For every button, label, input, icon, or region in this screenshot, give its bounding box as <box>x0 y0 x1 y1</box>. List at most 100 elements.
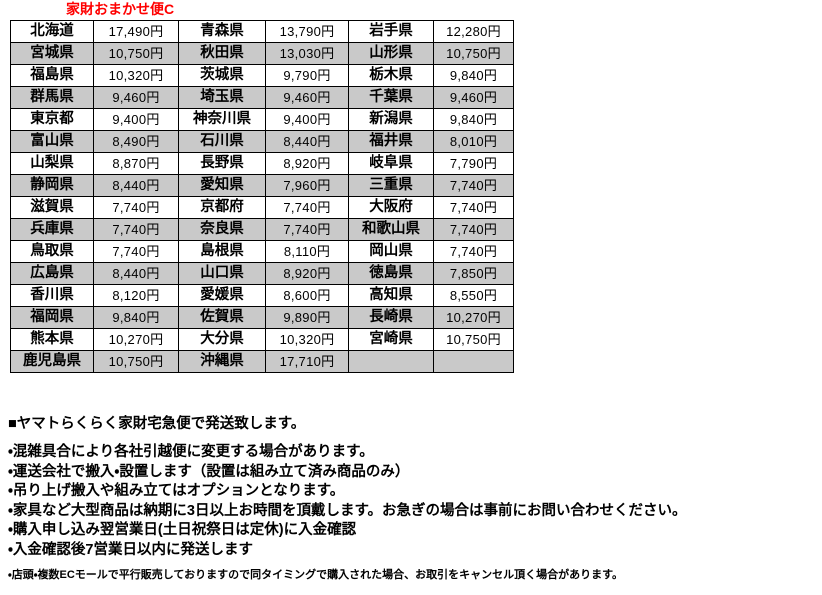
note-line: ・入金確認後7営業日以内に発送します <box>8 541 253 558</box>
note-line: ・運送会社で搬入・設置します（設置は組み立て済み商品のみ） <box>8 463 410 480</box>
table-row: 鹿児島県 10,750円 沖縄県 17,710円 <box>10 350 514 373</box>
prefecture-cell: 群馬県 <box>10 86 94 109</box>
prefecture-cell: 北海道 <box>10 20 94 43</box>
price-cell: 8,490円 <box>93 130 179 153</box>
prefecture-cell: 熊本県 <box>10 328 94 351</box>
prefecture-cell: 宮崎県 <box>348 328 434 351</box>
price-cell: 7,740円 <box>433 218 514 241</box>
shipping-price-table-body: 北海道 17,490円 青森県 13,790円 岩手県 12,280円 宮城県 10,750円… <box>10 20 514 373</box>
price-cell: 9,460円 <box>265 86 349 109</box>
price-cell: 7,960円 <box>265 174 349 197</box>
price-cell: 13,790円 <box>265 20 349 43</box>
notes-section: ■ヤマトらくらく家財宅急便で発送致します。 ・混雑具合により各社引越便に変更する… <box>8 414 814 585</box>
table-row: 福岡県 9,840円 佐賀県 9,890円 長崎県 10,270円 <box>10 306 514 329</box>
prefecture-cell: 東京都 <box>10 108 94 131</box>
prefecture-cell: 岡山県 <box>348 240 434 263</box>
notes-heading: ■ヤマトらくらく家財宅急便で発送致します。 <box>8 416 306 432</box>
prefecture-cell <box>348 350 434 373</box>
prefecture-cell: 大分県 <box>178 328 266 351</box>
table-row: 熊本県 10,270円 大分県 10,320円 宮崎県 10,750円 <box>10 328 514 351</box>
prefecture-cell: 長野県 <box>178 152 266 175</box>
prefecture-cell: 大阪府 <box>348 196 434 219</box>
shipping-price-table: 北海道 17,490円 青森県 13,790円 岩手県 12,280円 宮城県 10,750円… <box>10 20 514 373</box>
prefecture-cell: 広島県 <box>10 262 94 285</box>
price-cell: 9,460円 <box>93 86 179 109</box>
prefecture-cell: 三重県 <box>348 174 434 197</box>
prefecture-cell: 愛知県 <box>178 174 266 197</box>
prefecture-cell: 徳島県 <box>348 262 434 285</box>
table-row: 鳥取県 7,740円 島根県 8,110円 岡山県 7,740円 <box>10 240 514 263</box>
price-cell: 10,270円 <box>93 328 179 351</box>
price-cell: 9,790円 <box>265 64 349 87</box>
price-cell: 8,550円 <box>433 284 514 307</box>
price-cell: 7,740円 <box>433 174 514 197</box>
prefecture-cell: 千葉県 <box>348 86 434 109</box>
prefecture-cell: 京都府 <box>178 196 266 219</box>
price-cell: 9,840円 <box>433 64 514 87</box>
price-cell: 7,740円 <box>265 196 349 219</box>
table-row: 山梨県 8,870円 長野県 8,920円 岐阜県 7,790円 <box>10 152 514 175</box>
prefecture-cell: 宮城県 <box>10 42 94 65</box>
prefecture-cell: 滋賀県 <box>10 196 94 219</box>
table-row: 広島県 8,440円 山口県 8,920円 徳島県 7,850円 <box>10 262 514 285</box>
table-row: 滋賀県 7,740円 京都府 7,740円 大阪府 7,740円 <box>10 196 514 219</box>
price-cell: 7,740円 <box>93 196 179 219</box>
prefecture-cell: 山形県 <box>348 42 434 65</box>
price-cell: 7,740円 <box>433 240 514 263</box>
table-row: 宮城県 10,750円 秋田県 13,030円 山形県 10,750円 <box>10 42 514 65</box>
notes-list: ・混雑具合により各社引越便に変更する場合があります。・運送会社で搬入・設置します… <box>8 443 814 560</box>
note-line: ・混雑具合により各社引越便に変更する場合があります。 <box>8 444 374 460</box>
prefecture-cell: 岐阜県 <box>348 152 434 175</box>
price-cell: 7,740円 <box>433 196 514 219</box>
table-row: 東京都 9,400円 神奈川県 9,400円 新潟県 9,840円 <box>10 108 514 131</box>
price-cell: 8,440円 <box>93 262 179 285</box>
prefecture-cell: 岩手県 <box>348 20 434 43</box>
prefecture-cell: 埼玉県 <box>178 86 266 109</box>
prefecture-cell: 静岡県 <box>10 174 94 197</box>
price-cell: 8,440円 <box>265 130 349 153</box>
price-cell: 10,750円 <box>433 42 514 65</box>
prefecture-cell: 茨城県 <box>178 64 266 87</box>
price-cell: 9,890円 <box>265 306 349 329</box>
prefecture-cell: 福井県 <box>348 130 434 153</box>
table-row: 北海道 17,490円 青森県 13,790円 岩手県 12,280円 <box>10 20 514 43</box>
prefecture-cell: 和歌山県 <box>348 218 434 241</box>
price-cell: 8,600円 <box>265 284 349 307</box>
prefecture-cell: 島根県 <box>178 240 266 263</box>
price-cell: 12,280円 <box>433 20 514 43</box>
prefecture-cell: 福岡県 <box>10 306 94 329</box>
price-cell: 9,460円 <box>433 86 514 109</box>
price-cell: 17,490円 <box>93 20 179 43</box>
prefecture-cell: 長崎県 <box>348 306 434 329</box>
price-cell: 9,840円 <box>433 108 514 131</box>
price-cell: 7,850円 <box>433 262 514 285</box>
prefecture-cell: 佐賀県 <box>178 306 266 329</box>
price-cell: 7,740円 <box>93 218 179 241</box>
table-row: 福島県 10,320円 茨城県 9,790円 栃木県 9,840円 <box>10 64 514 87</box>
price-cell: 8,120円 <box>93 284 179 307</box>
table-row: 群馬県 9,460円 埼玉県 9,460円 千葉県 9,460円 <box>10 86 514 109</box>
price-cell: 8,010円 <box>433 130 514 153</box>
prefecture-cell: 兵庫県 <box>10 218 94 241</box>
price-cell: 7,740円 <box>265 218 349 241</box>
prefecture-cell: 青森県 <box>178 20 266 43</box>
price-cell: 9,840円 <box>93 306 179 329</box>
price-cell: 7,740円 <box>93 240 179 263</box>
prefecture-cell: 高知県 <box>348 284 434 307</box>
price-cell: 9,400円 <box>265 108 349 131</box>
price-cell <box>433 350 514 373</box>
prefecture-cell: 鹿児島県 <box>10 350 94 373</box>
note-line: ・購入申し込み翌営業日(土日祝祭日は定休)に入金確認 <box>8 522 357 538</box>
table-row: 静岡県 8,440円 愛知県 7,960円 三重県 7,740円 <box>10 174 514 197</box>
prefecture-cell: 沖縄県 <box>178 350 266 373</box>
price-cell: 9,400円 <box>93 108 179 131</box>
notes-fine-print: ・店頭・複数ECモールで平行販売しておりますので同タイミングで購入された場合、お… <box>8 569 623 581</box>
prefecture-cell: 新潟県 <box>348 108 434 131</box>
table-row: 兵庫県 7,740円 奈良県 7,740円 和歌山県 7,740円 <box>10 218 514 241</box>
price-cell: 10,750円 <box>93 350 179 373</box>
price-cell: 8,110円 <box>265 240 349 263</box>
price-cell: 8,440円 <box>93 174 179 197</box>
prefecture-cell: 鳥取県 <box>10 240 94 263</box>
note-line: ・家具など大型商品は納期に3日以上お時間を頂戴します。お急ぎの場合は事前にお問い… <box>8 502 687 519</box>
prefecture-cell: 山口県 <box>178 262 266 285</box>
